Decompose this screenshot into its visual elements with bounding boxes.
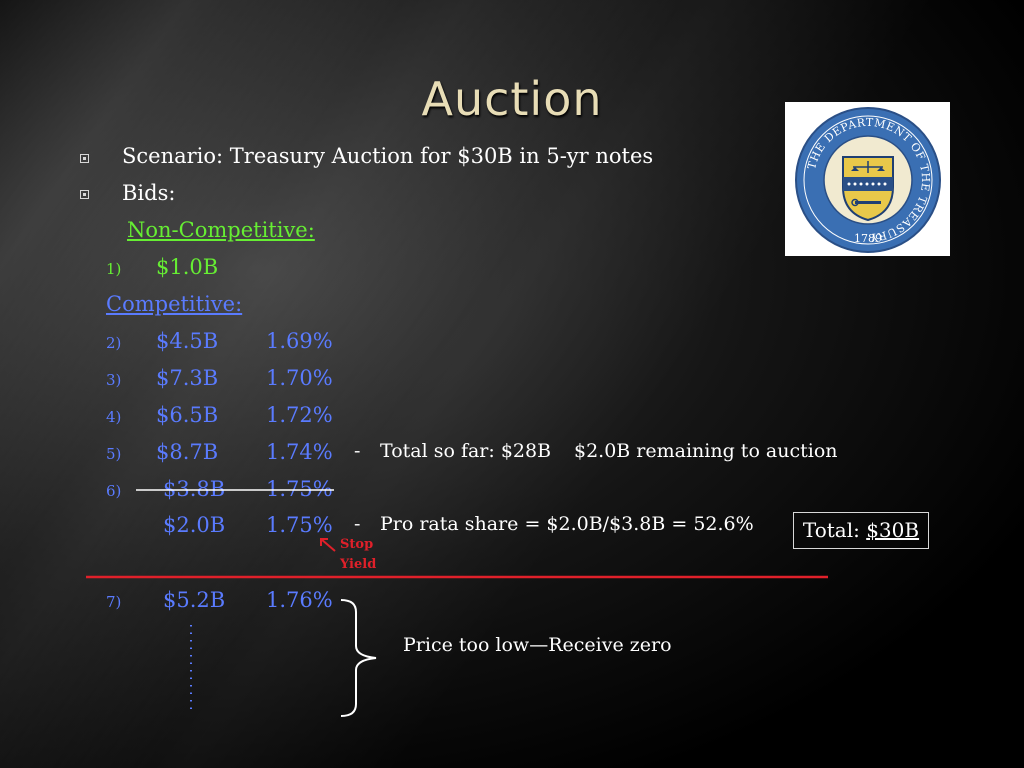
note-dash: - <box>354 440 361 462</box>
total-box: Total: $30B <box>793 512 929 549</box>
bid-number: 5) <box>106 445 122 463</box>
stop-yield-label: Stop Yield <box>340 535 376 575</box>
total-value: $30B <box>866 518 920 542</box>
note-total-so-far: Total so far: $28B <box>380 440 552 462</box>
bid-number: 3) <box>106 371 122 389</box>
bid-rate: 1.70% <box>266 366 333 390</box>
bid-amount-struck: $3.8B <box>163 477 226 501</box>
bid-rate: 1.69% <box>266 329 333 353</box>
bid-amount: $7.3B <box>156 366 219 390</box>
total-label: Total: <box>802 518 860 542</box>
price-too-low-note: Price too low—Receive zero <box>403 634 672 656</box>
note-dash: - <box>354 513 361 535</box>
note-prorata: Pro rata share = $2.0B/$3.8B = 52.6% <box>380 513 754 535</box>
treasury-seal-logo: THE DEPARTMENT OF THE TREASURY 1789 <box>785 102 950 256</box>
bid-number: 7) <box>106 593 122 611</box>
noncompetitive-heading: Non-Competitive: <box>127 218 315 242</box>
bid-amount: $1.0B <box>156 255 219 279</box>
bullet-bids: Bids: <box>122 181 176 205</box>
bid-number: 4) <box>106 408 122 426</box>
bid-amount: $5.2B <box>163 588 226 612</box>
bid-rate-prorata: 1.75% <box>266 513 333 537</box>
competitive-heading: Competitive: <box>106 292 243 316</box>
bid-rate-struck: 1.75% <box>266 477 333 501</box>
bid-number: 2) <box>106 334 122 352</box>
bullet-marker-icon <box>80 190 89 199</box>
seal-year: 1789 <box>854 232 882 245</box>
bid-number: 6) <box>106 482 122 500</box>
bid-rate: 1.76% <box>266 588 333 612</box>
bid-rate: 1.74% <box>266 440 333 464</box>
treasury-seal-icon: THE DEPARTMENT OF THE TREASURY 1789 <box>795 107 941 253</box>
stop-yield-line2: Yield <box>340 557 377 572</box>
slide-title: Auction <box>421 72 603 126</box>
bullet-marker-icon <box>80 154 89 163</box>
stop-yield-line1: Stop <box>340 537 374 552</box>
bid-amount: $4.5B <box>156 329 219 353</box>
bid-rate: 1.72% <box>266 403 333 427</box>
bullet-scenario: Scenario: Treasury Auction for $30B in 5… <box>122 144 654 168</box>
bid-amount-prorata: $2.0B <box>163 513 226 537</box>
bid-number: 1) <box>106 260 122 278</box>
note-remaining: $2.0B remaining to auction <box>574 440 838 462</box>
bid-amount: $6.5B <box>156 403 219 427</box>
bid-amount: $8.7B <box>156 440 219 464</box>
